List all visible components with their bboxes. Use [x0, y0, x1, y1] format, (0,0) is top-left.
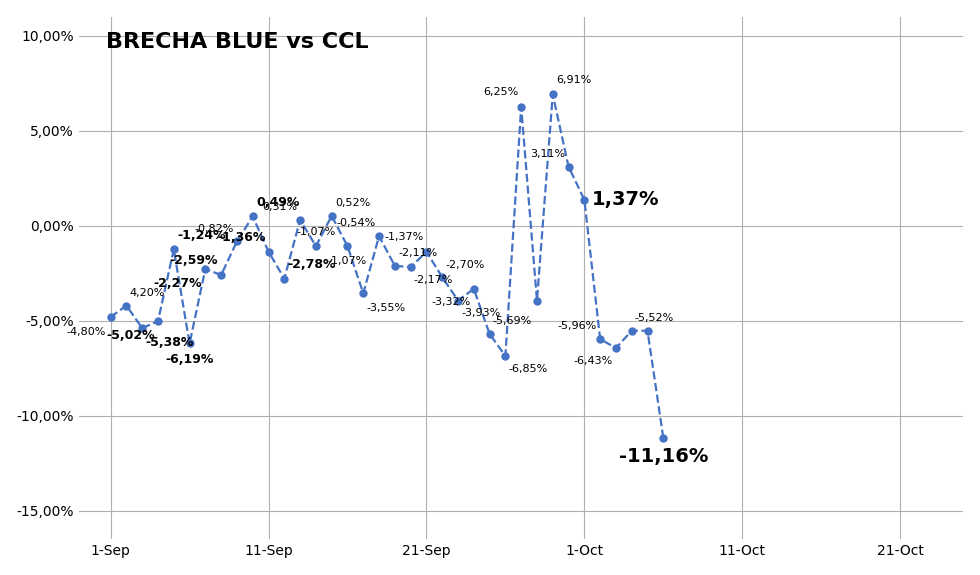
Text: -3,93%: -3,93% [462, 308, 501, 318]
Text: -0,82%: -0,82% [194, 224, 234, 234]
Text: -1,36%: -1,36% [217, 231, 266, 244]
Text: -4,80%: -4,80% [67, 327, 106, 336]
Text: -1,37%: -1,37% [384, 232, 423, 242]
Text: 0,52%: 0,52% [335, 198, 370, 208]
Text: -2,59%: -2,59% [170, 254, 218, 267]
Text: BRECHA BLUE vs CCL: BRECHA BLUE vs CCL [106, 32, 368, 52]
Text: 4,20%: 4,20% [129, 288, 165, 298]
Text: -2,78%: -2,78% [287, 258, 336, 271]
Text: -3,32%: -3,32% [431, 297, 470, 306]
Text: -5,02%: -5,02% [106, 329, 155, 342]
Text: -0,54%: -0,54% [337, 218, 376, 228]
Text: 6,25%: 6,25% [483, 87, 518, 98]
Text: 3,11%: 3,11% [530, 149, 565, 159]
Text: 0,31%: 0,31% [262, 202, 297, 212]
Text: 0,49%: 0,49% [256, 196, 299, 209]
Text: -3,55%: -3,55% [367, 303, 406, 313]
Text: -5,96%: -5,96% [558, 321, 597, 332]
Text: -5,52%: -5,52% [635, 313, 674, 323]
Text: -6,19%: -6,19% [166, 353, 214, 366]
Text: -1,07%: -1,07% [328, 256, 368, 266]
Text: -6,43%: -6,43% [573, 355, 612, 366]
Text: -2,17%: -2,17% [414, 275, 453, 285]
Text: -2,27%: -2,27% [154, 277, 202, 290]
Text: 1,37%: 1,37% [592, 190, 660, 209]
Text: -2,11%: -2,11% [398, 248, 437, 258]
Text: -5,69%: -5,69% [493, 316, 532, 327]
Text: -11,16%: -11,16% [618, 447, 708, 466]
Text: -5,38%: -5,38% [145, 336, 194, 348]
Text: -2,70%: -2,70% [445, 259, 485, 270]
Text: -1,24%: -1,24% [177, 229, 225, 242]
Text: -6,85%: -6,85% [509, 363, 548, 374]
Text: 6,91%: 6,91% [556, 75, 591, 85]
Text: -1,07%: -1,07% [296, 227, 335, 237]
